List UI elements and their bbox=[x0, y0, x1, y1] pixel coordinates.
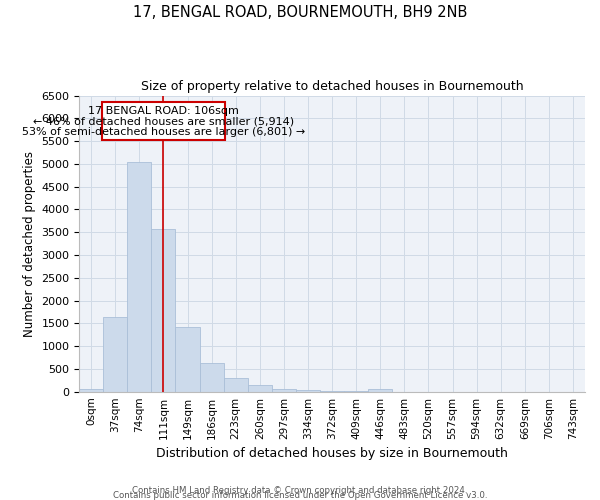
Text: 17 BENGAL ROAD: 106sqm: 17 BENGAL ROAD: 106sqm bbox=[88, 106, 239, 116]
Bar bbox=[103, 316, 127, 392]
Bar bbox=[248, 385, 272, 392]
Bar bbox=[175, 327, 200, 392]
Text: Contains public sector information licensed under the Open Government Licence v3: Contains public sector information licen… bbox=[113, 491, 487, 500]
Bar bbox=[296, 390, 320, 392]
Y-axis label: Number of detached properties: Number of detached properties bbox=[23, 150, 36, 336]
Text: ← 46% of detached houses are smaller (5,914): ← 46% of detached houses are smaller (5,… bbox=[33, 116, 294, 126]
Title: Size of property relative to detached houses in Bournemouth: Size of property relative to detached ho… bbox=[141, 80, 523, 93]
Bar bbox=[79, 389, 103, 392]
FancyBboxPatch shape bbox=[102, 102, 225, 140]
Bar bbox=[368, 390, 392, 392]
Text: 17, BENGAL ROAD, BOURNEMOUTH, BH9 2NB: 17, BENGAL ROAD, BOURNEMOUTH, BH9 2NB bbox=[133, 5, 467, 20]
Text: Contains HM Land Registry data © Crown copyright and database right 2024.: Contains HM Land Registry data © Crown c… bbox=[132, 486, 468, 495]
Bar bbox=[200, 364, 224, 392]
Text: 53% of semi-detached houses are larger (6,801) →: 53% of semi-detached houses are larger (… bbox=[22, 126, 305, 136]
Bar bbox=[224, 378, 248, 392]
X-axis label: Distribution of detached houses by size in Bournemouth: Distribution of detached houses by size … bbox=[156, 447, 508, 460]
Bar bbox=[127, 162, 151, 392]
Bar bbox=[272, 389, 296, 392]
Bar bbox=[151, 228, 175, 392]
